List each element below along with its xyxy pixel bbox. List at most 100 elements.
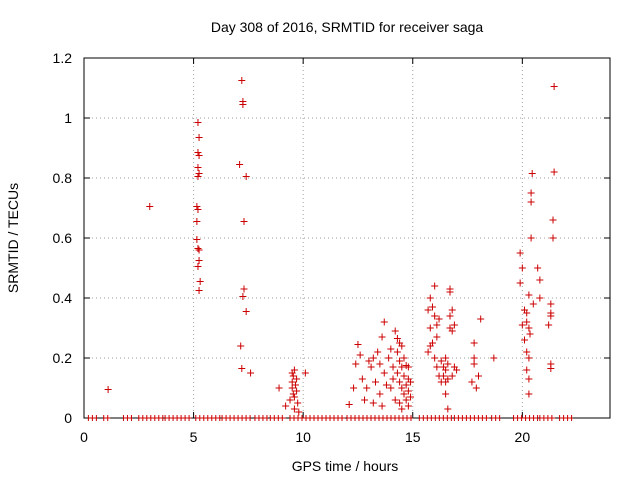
x-tick-label: 0 bbox=[80, 429, 88, 445]
data-point bbox=[547, 312, 555, 320]
data-point bbox=[194, 263, 202, 270]
ticks-layer: 0 0.2 0.4 0.6 0.8 1 1.2 0 5 10 15 20 bbox=[53, 50, 610, 445]
data-point bbox=[350, 384, 358, 392]
data-point bbox=[396, 357, 404, 365]
data-point bbox=[387, 384, 395, 392]
data-point bbox=[389, 375, 397, 383]
data-point bbox=[194, 119, 202, 126]
y-tick-label: 1 bbox=[64, 110, 72, 126]
data-point bbox=[404, 387, 412, 395]
data-point bbox=[356, 351, 364, 359]
data-point bbox=[196, 278, 204, 285]
data-point bbox=[468, 378, 476, 386]
data-point bbox=[424, 306, 432, 314]
data-point bbox=[193, 236, 201, 243]
data-point bbox=[448, 306, 456, 314]
data-point bbox=[448, 327, 456, 335]
data-point bbox=[288, 378, 296, 386]
data-point bbox=[239, 293, 247, 300]
data-point bbox=[194, 173, 202, 180]
data-point bbox=[195, 287, 203, 294]
data-point bbox=[295, 408, 303, 416]
x-tick-label: 20 bbox=[515, 429, 531, 445]
data-point bbox=[448, 372, 456, 380]
data-point bbox=[391, 396, 399, 404]
data-point bbox=[354, 341, 362, 348]
data-point bbox=[550, 83, 558, 90]
data-point bbox=[547, 365, 555, 372]
data-point bbox=[358, 375, 366, 383]
data-point bbox=[238, 365, 246, 372]
data-point bbox=[236, 161, 244, 168]
data-point bbox=[521, 336, 529, 344]
points-layer bbox=[104, 77, 558, 416]
data-point bbox=[472, 384, 480, 392]
data-point bbox=[439, 372, 447, 380]
data-point bbox=[431, 282, 439, 290]
data-point bbox=[444, 360, 452, 368]
data-point bbox=[529, 300, 537, 308]
data-point bbox=[534, 264, 542, 272]
data-point bbox=[433, 363, 441, 371]
data-point bbox=[424, 348, 432, 356]
data-point bbox=[398, 405, 406, 413]
data-point bbox=[242, 308, 250, 315]
data-point bbox=[536, 276, 544, 284]
data-point bbox=[193, 218, 201, 225]
data-point bbox=[380, 318, 388, 326]
data-point bbox=[442, 354, 450, 362]
data-point bbox=[470, 360, 478, 368]
data-point bbox=[437, 357, 445, 365]
grid-layer bbox=[84, 58, 610, 418]
x-tick-label: 15 bbox=[405, 429, 421, 445]
data-point bbox=[393, 369, 401, 377]
data-point bbox=[516, 249, 524, 257]
data-point bbox=[195, 134, 203, 141]
data-point bbox=[549, 216, 557, 224]
data-point bbox=[365, 357, 373, 365]
data-point bbox=[518, 321, 526, 329]
data-point bbox=[444, 375, 452, 383]
data-point bbox=[195, 170, 203, 177]
data-point bbox=[146, 203, 154, 210]
y-tick-label: 0.4 bbox=[53, 290, 73, 306]
data-point bbox=[527, 189, 535, 197]
data-point bbox=[398, 342, 406, 350]
data-point bbox=[477, 315, 485, 323]
data-point bbox=[536, 294, 544, 302]
data-point bbox=[240, 285, 248, 293]
data-point bbox=[526, 330, 534, 338]
data-point bbox=[240, 218, 248, 225]
y-tick-label: 0.6 bbox=[53, 230, 73, 246]
data-point bbox=[525, 324, 533, 332]
data-point bbox=[400, 372, 408, 380]
data-point bbox=[239, 101, 247, 108]
data-point bbox=[393, 335, 401, 342]
data-point bbox=[194, 206, 202, 213]
data-point bbox=[404, 363, 412, 371]
data-point bbox=[490, 354, 498, 362]
data-point bbox=[290, 405, 298, 413]
data-point bbox=[516, 279, 524, 287]
data-point bbox=[290, 366, 298, 374]
data-point bbox=[426, 294, 434, 302]
data-point bbox=[396, 399, 404, 407]
data-point bbox=[382, 381, 390, 389]
data-point bbox=[374, 348, 382, 356]
data-point bbox=[398, 363, 406, 371]
y-axis-label: SRMTID / TECUs bbox=[5, 183, 21, 293]
data-point bbox=[433, 333, 441, 341]
data-point bbox=[428, 303, 436, 311]
data-point bbox=[193, 203, 201, 210]
data-point bbox=[450, 321, 458, 329]
chart-title: Day 308 of 2016, SRMTID for receiver sag… bbox=[211, 19, 484, 35]
data-point bbox=[194, 164, 202, 171]
y-tick-label: 1.2 bbox=[53, 50, 73, 66]
data-point bbox=[475, 372, 482, 380]
y-tick-label: 0.2 bbox=[53, 350, 73, 366]
data-point bbox=[550, 168, 558, 176]
data-point bbox=[435, 315, 443, 323]
data-point bbox=[194, 245, 202, 252]
data-point bbox=[433, 321, 441, 329]
data-point bbox=[290, 393, 298, 401]
